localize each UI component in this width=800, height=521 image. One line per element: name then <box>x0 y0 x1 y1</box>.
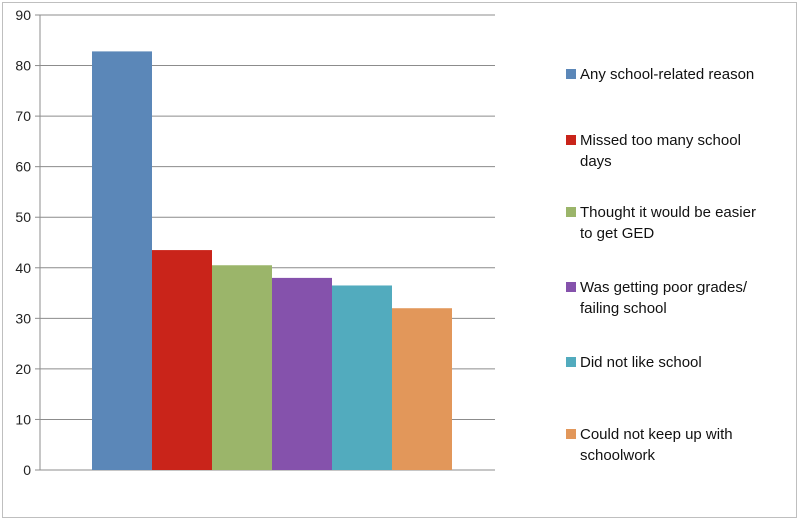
legend-item-4: Was getting poor grades/failing school <box>566 279 748 317</box>
legend: Any school-related reason Missed too many… <box>566 66 756 464</box>
legend-label: Thought it would be easier <box>580 204 756 221</box>
y-tick-label: 40 <box>15 260 31 276</box>
legend-swatch <box>566 207 576 217</box>
bar-5 <box>332 285 392 470</box>
legend-swatch <box>566 357 576 367</box>
legend-label: Did not like school <box>580 354 702 371</box>
y-tick-label: 70 <box>15 108 31 124</box>
legend-swatch <box>566 69 576 79</box>
bar-3 <box>212 265 272 470</box>
legend-label: Any school-related reason <box>580 66 754 83</box>
legend-item-2: Missed too many school days <box>566 132 741 170</box>
y-tick-label: 60 <box>15 159 31 175</box>
legend-item-6: Could not keep up with schoolwork <box>566 426 733 464</box>
legend-label: Could not keep up with <box>580 426 733 443</box>
bar-1 <box>92 51 152 471</box>
y-tick-label: 30 <box>15 310 31 326</box>
legend-label: Missed too many school <box>580 132 741 149</box>
y-tick-label: 20 <box>15 361 31 377</box>
bar-2 <box>152 250 212 470</box>
legend-label: days <box>580 153 612 170</box>
y-tick-label: 50 <box>15 209 31 225</box>
legend-swatch <box>566 282 576 292</box>
bars <box>92 51 452 471</box>
legend-label: schoolwork <box>580 447 656 464</box>
bar-4 <box>272 277 332 470</box>
bar-6 <box>392 308 452 470</box>
y-tick-label: 80 <box>15 58 31 74</box>
legend-item-1: Any school-related reason <box>566 66 754 83</box>
y-tick-label: 90 <box>15 7 31 23</box>
legend-item-3: Thought it would be easier to get GED <box>566 204 756 242</box>
legend-item-5: Did not like school <box>566 354 702 371</box>
y-tick-label: 10 <box>15 411 31 427</box>
legend-label: failing school <box>580 300 667 317</box>
y-tick-label: 0 <box>23 462 31 478</box>
legend-label: Was getting poor grades/ <box>580 279 748 296</box>
legend-swatch <box>566 135 576 145</box>
legend-label: to get GED <box>580 225 654 242</box>
legend-swatch <box>566 429 576 439</box>
